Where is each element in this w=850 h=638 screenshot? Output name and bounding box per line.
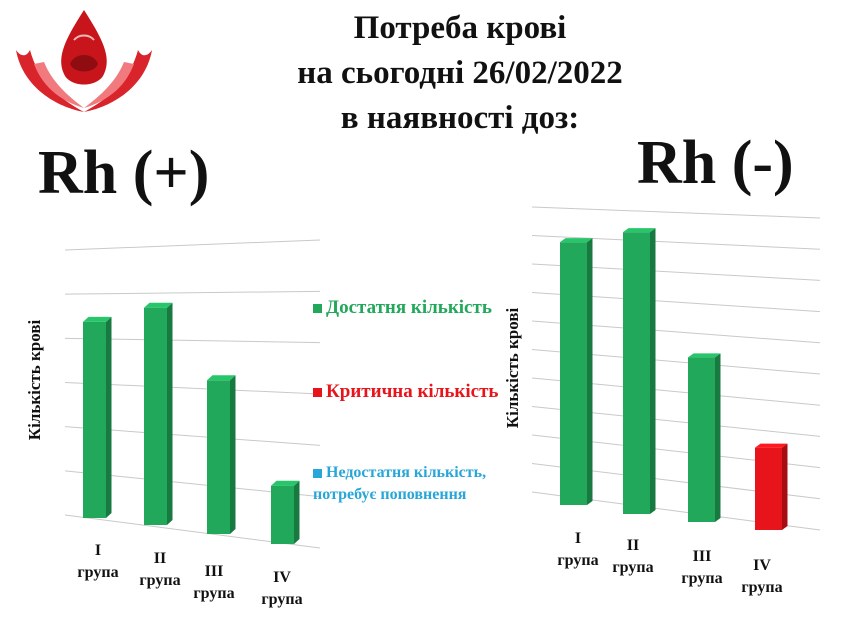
rh-positive-bar-3-top <box>207 375 236 381</box>
rh-negative-category-label-1-numeral: I <box>575 530 581 547</box>
rh-positive-bar-3-side <box>230 375 236 534</box>
rh-positive-chart-title: Rh (+) <box>38 139 210 207</box>
rh-negative-category-label-4-numeral: IV <box>753 557 771 574</box>
legend-item-insufficient: Недостатня кількість, потребує поповненн… <box>313 462 518 506</box>
rh-negative-bar-2-side <box>650 228 656 514</box>
rh-negative-gridline <box>531 235 821 250</box>
rh-positive-category-label-1-word: група <box>77 564 118 581</box>
rh-negative-category-label-2-numeral: II <box>627 537 639 554</box>
rh-negative-bar-3 <box>688 357 715 522</box>
rh-negative-bar-1-top <box>560 238 593 243</box>
rh-positive-gridline <box>64 290 321 295</box>
rh-positive-bar-4-top <box>271 480 300 486</box>
legend-item-sufficient: Достатня кількість <box>313 296 513 320</box>
rh-negative-category-label-3-numeral: III <box>693 548 712 565</box>
rh-positive-bar-4-side <box>294 480 300 544</box>
rh-negative-bar-2 <box>623 232 650 514</box>
rh-positive-bar-2 <box>144 307 167 525</box>
rh-negative-bar-1 <box>560 242 587 505</box>
legend-label-sufficient: Достатня кількість <box>326 297 492 318</box>
rh-negative-chart-title: Rh (-) <box>637 129 794 197</box>
rh-positive-bar-2-top <box>144 302 173 308</box>
rh-negative-category-label-1-word: група <box>557 552 598 569</box>
rh-negative-category-label-3-word: група <box>681 570 722 587</box>
title-line-3: в наявності доз: <box>340 100 580 136</box>
rh-negative-bar-3-top <box>688 353 721 358</box>
rh-positive-category-label-4-numeral: IV <box>273 569 291 586</box>
rh-negative-bar-4-top <box>755 443 788 448</box>
rh-negative-category-label-2-word: група <box>612 559 653 576</box>
legend-swatch-critical <box>313 388 322 398</box>
title-line-1: Потреба крові <box>353 10 567 46</box>
legend-item-critical: Критична кількість <box>313 380 513 404</box>
rh-positive-bar-3 <box>207 380 230 534</box>
rh-negative-bar-1-side <box>587 238 593 505</box>
rh-negative-bar-2-top <box>623 228 656 233</box>
rh-negative-bar-3-side <box>715 353 721 522</box>
rh-positive-bar-1-top <box>83 316 112 322</box>
rh-positive-category-label-1-numeral: I <box>95 542 101 559</box>
rh-positive-bar-1-side <box>106 316 112 518</box>
rh-negative-category-label-4-word: група <box>741 579 782 596</box>
title-line-2: на сьогодні 26/02/2022 <box>297 55 623 91</box>
rh-positive-category-label-3-numeral: III <box>205 563 224 580</box>
rh-positive-gridline <box>64 239 321 251</box>
page-title: Потреба крові на сьогодні 26/02/2022 в н… <box>180 6 740 141</box>
legend-swatch-sufficient <box>313 304 322 314</box>
rh-positive-bar-1 <box>83 321 106 518</box>
rh-positive-category-label-3-word: група <box>193 585 234 602</box>
rh-positive-category-label-2-word: група <box>139 572 180 589</box>
rh-negative-bar-4 <box>755 447 782 530</box>
rh-positive-category-label-2-numeral: II <box>154 550 166 567</box>
rh-negative-y-axis-label: Кількість крові <box>503 307 522 428</box>
rh-negative-gridline <box>531 206 821 219</box>
rh-positive-bar-2-side <box>167 302 173 525</box>
legend-label-insufficient: Недостатня кількість, потребує поповненн… <box>313 464 487 503</box>
blood-drop-in-hands-icon <box>16 10 152 112</box>
rh-positive-bar-4 <box>271 485 294 544</box>
rh-negative-bar-4-side <box>782 443 788 530</box>
legend-swatch-insufficient <box>313 468 322 478</box>
rh-positive-category-label-4-word: група <box>261 591 302 608</box>
legend-label-critical: Критична кількість <box>326 381 499 402</box>
rh-positive-y-axis-label: Кількість крові <box>25 319 44 440</box>
